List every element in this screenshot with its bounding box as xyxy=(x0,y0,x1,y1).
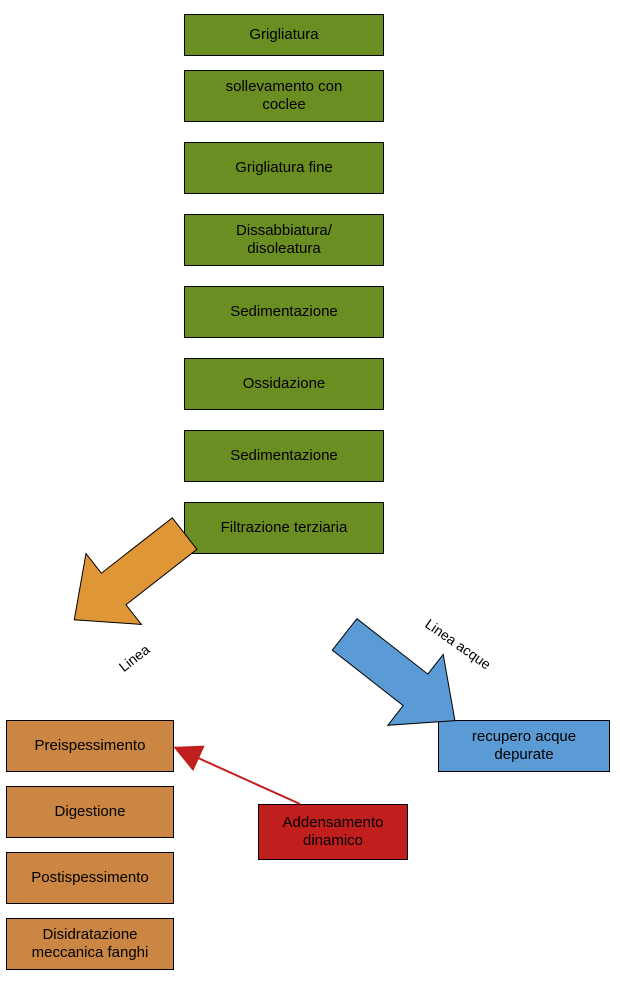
thickening-to-preispessimento-arrow xyxy=(0,0,620,996)
